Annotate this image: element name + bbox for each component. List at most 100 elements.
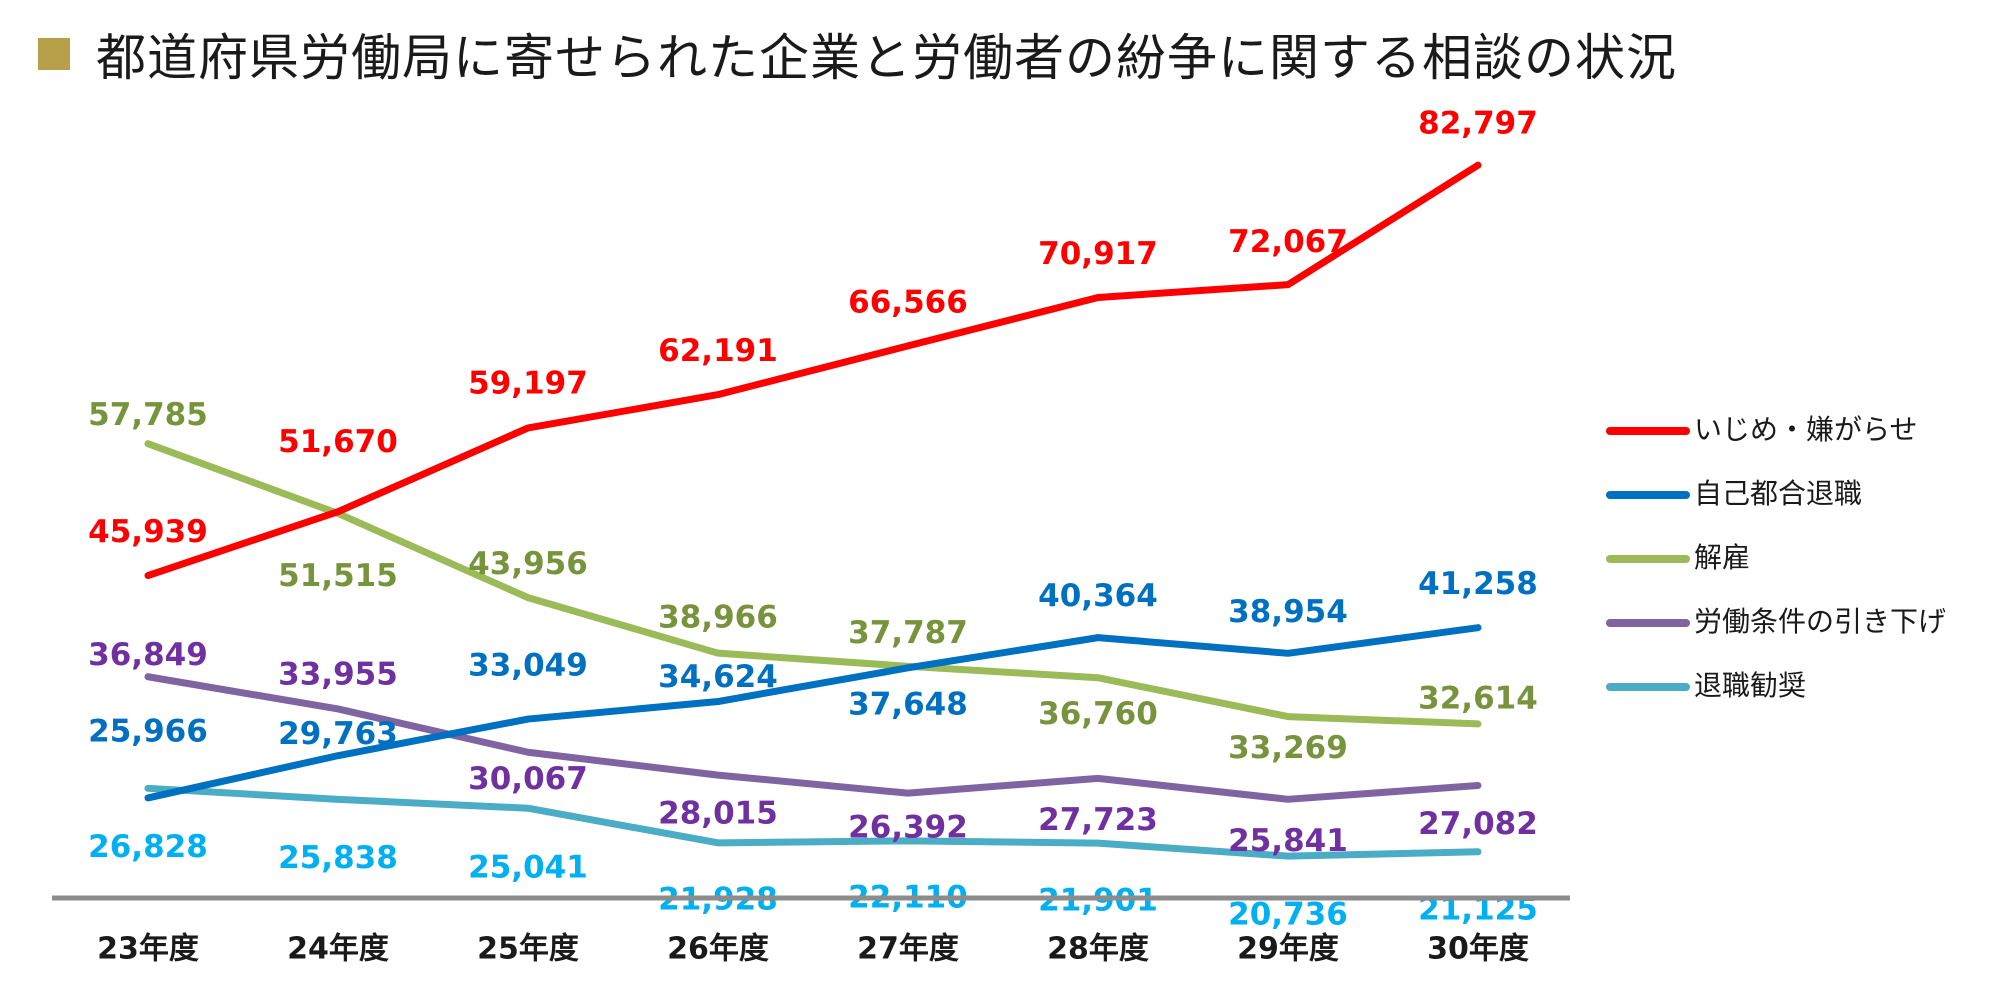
data-label-worsened-conditions: 28,015 [658,796,778,832]
data-point-voluntary-resignation [1475,624,1481,631]
data-label-retirement-recommendation: 20,736 [1228,897,1348,933]
data-label-retirement-recommendation: 25,041 [468,850,588,886]
title-bar: 都道府県労働局に寄せられた企業と労働者の紛争に関する相談の状況 [38,14,1677,94]
legend-item-harassment: いじめ・嫌がらせ [1606,413,1917,446]
data-point-harassment [1285,281,1291,288]
series-line-worsened-conditions [144,673,1482,803]
data-label-voluntary-resignation: 41,258 [1418,566,1538,602]
data-point-harassment [335,508,341,515]
data-point-retirement-recommendation [145,785,151,792]
data-label-harassment: 45,939 [88,514,208,550]
data-point-worsened-conditions [905,790,911,797]
x-tick-label: 24年度 [287,932,389,967]
data-label-worsened-conditions: 36,849 [88,637,208,673]
data-label-worsened-conditions: 27,082 [1418,806,1538,842]
data-point-retirement-recommendation [1475,848,1481,855]
data-point-harassment [145,572,151,579]
data-point-worsened-conditions [1475,782,1481,789]
data-point-dismissal [1475,720,1481,727]
data-point-voluntary-resignation [145,794,151,801]
data-label-dismissal: 38,966 [658,600,778,636]
data-label-voluntary-resignation: 37,648 [848,686,968,722]
legend-item-retirement-recommendation: 退職勧奨 [1606,669,1806,702]
x-tick-label: 23年度 [97,932,199,967]
data-point-worsened-conditions [525,749,531,756]
page-title: 都道府県労働局に寄せられた企業と労働者の紛争に関する相談の状況 [96,29,1677,87]
data-label-worsened-conditions: 27,723 [1038,802,1158,838]
data-point-retirement-recommendation [715,839,721,846]
data-label-retirement-recommendation: 21,901 [1038,883,1158,919]
data-point-voluntary-resignation [335,752,341,759]
data-point-voluntary-resignation [715,698,721,705]
data-point-worsened-conditions [335,705,341,712]
legend-label: 自己都合退職 [1694,477,1862,510]
x-axis-ticks: 23年度 24年度 25年度 26年度 27年度 28年度 29年度 30年度 [97,932,1529,967]
data-label-voluntary-resignation: 25,966 [88,713,208,749]
data-point-worsened-conditions [1095,775,1101,782]
x-tick-label: 25年度 [477,932,579,967]
data-label-voluntary-resignation: 38,954 [1228,594,1348,630]
x-tick-label: 29年度 [1237,932,1339,967]
x-tick-label: 30年度 [1427,932,1529,967]
series-line-dismissal [144,440,1482,728]
data-point-worsened-conditions [715,772,721,779]
data-point-retirement-recommendation [1095,840,1101,847]
data-point-retirement-recommendation [525,805,531,812]
data-label-harassment: 66,566 [848,284,968,320]
data-label-dismissal: 57,785 [88,397,208,433]
legend-label: 退職勧奨 [1694,669,1806,702]
data-point-dismissal [525,594,531,601]
data-point-harassment [715,391,721,398]
data-label-dismissal: 51,515 [278,558,398,594]
title-marker-icon [38,38,70,70]
data-point-dismissal [1285,713,1291,720]
legend-item-dismissal: 解雇 [1606,541,1750,574]
data-point-voluntary-resignation [1285,650,1291,657]
x-tick-label: 26年度 [667,932,769,967]
data-labels: 45,939 51,670 59,197 62,191 66,566 70,917 72,0… [88,106,1538,933]
data-point-worsened-conditions [1285,796,1291,803]
data-label-harassment: 72,067 [1228,224,1348,260]
data-label-retirement-recommendation: 25,838 [278,840,398,876]
legend-label: いじめ・嫌がらせ [1694,413,1917,446]
data-point-worsened-conditions [145,673,151,680]
data-point-harassment [1475,162,1481,169]
data-label-harassment: 51,670 [278,424,398,460]
data-label-voluntary-resignation: 40,364 [1038,578,1158,614]
legend-item-voluntary-resignation: 自己都合退職 [1606,477,1862,510]
data-label-worsened-conditions: 30,067 [468,761,588,797]
data-point-voluntary-resignation [1095,634,1101,641]
data-point-voluntary-resignation [905,664,911,671]
data-label-retirement-recommendation: 26,828 [88,829,208,865]
legend-label: 労働条件の引き下げ [1694,605,1946,638]
data-point-dismissal [145,440,151,447]
data-label-worsened-conditions: 25,841 [1228,823,1348,859]
data-point-dismissal [715,650,721,657]
data-label-worsened-conditions: 26,392 [848,810,968,846]
series-lines [144,161,1482,860]
legend-item-worsened-conditions: 労働条件の引き下げ [1606,605,1946,638]
data-point-retirement-recommendation [905,837,911,844]
data-label-dismissal: 32,614 [1418,680,1538,716]
data-label-dismissal: 37,787 [848,615,968,651]
data-point-retirement-recommendation [1285,853,1291,860]
data-label-harassment: 70,917 [1038,236,1158,272]
series-line-harassment [144,161,1482,580]
data-label-worsened-conditions: 33,955 [278,656,398,692]
data-label-dismissal: 36,760 [1038,696,1158,732]
data-point-harassment [525,424,531,431]
data-point-dismissal [1095,674,1101,681]
data-point-harassment [1095,294,1101,301]
data-label-voluntary-resignation: 33,049 [468,648,588,684]
data-label-voluntary-resignation: 29,763 [278,716,398,752]
data-label-harassment: 82,797 [1418,106,1538,142]
data-point-retirement-recommendation [335,796,341,803]
data-label-voluntary-resignation: 34,624 [658,659,778,695]
data-label-harassment: 62,191 [658,333,778,369]
series-line-voluntary-resignation [144,624,1482,802]
x-tick-label: 27年度 [857,932,959,967]
data-label-dismissal: 33,269 [1228,730,1348,766]
data-label-harassment: 59,197 [468,365,588,401]
